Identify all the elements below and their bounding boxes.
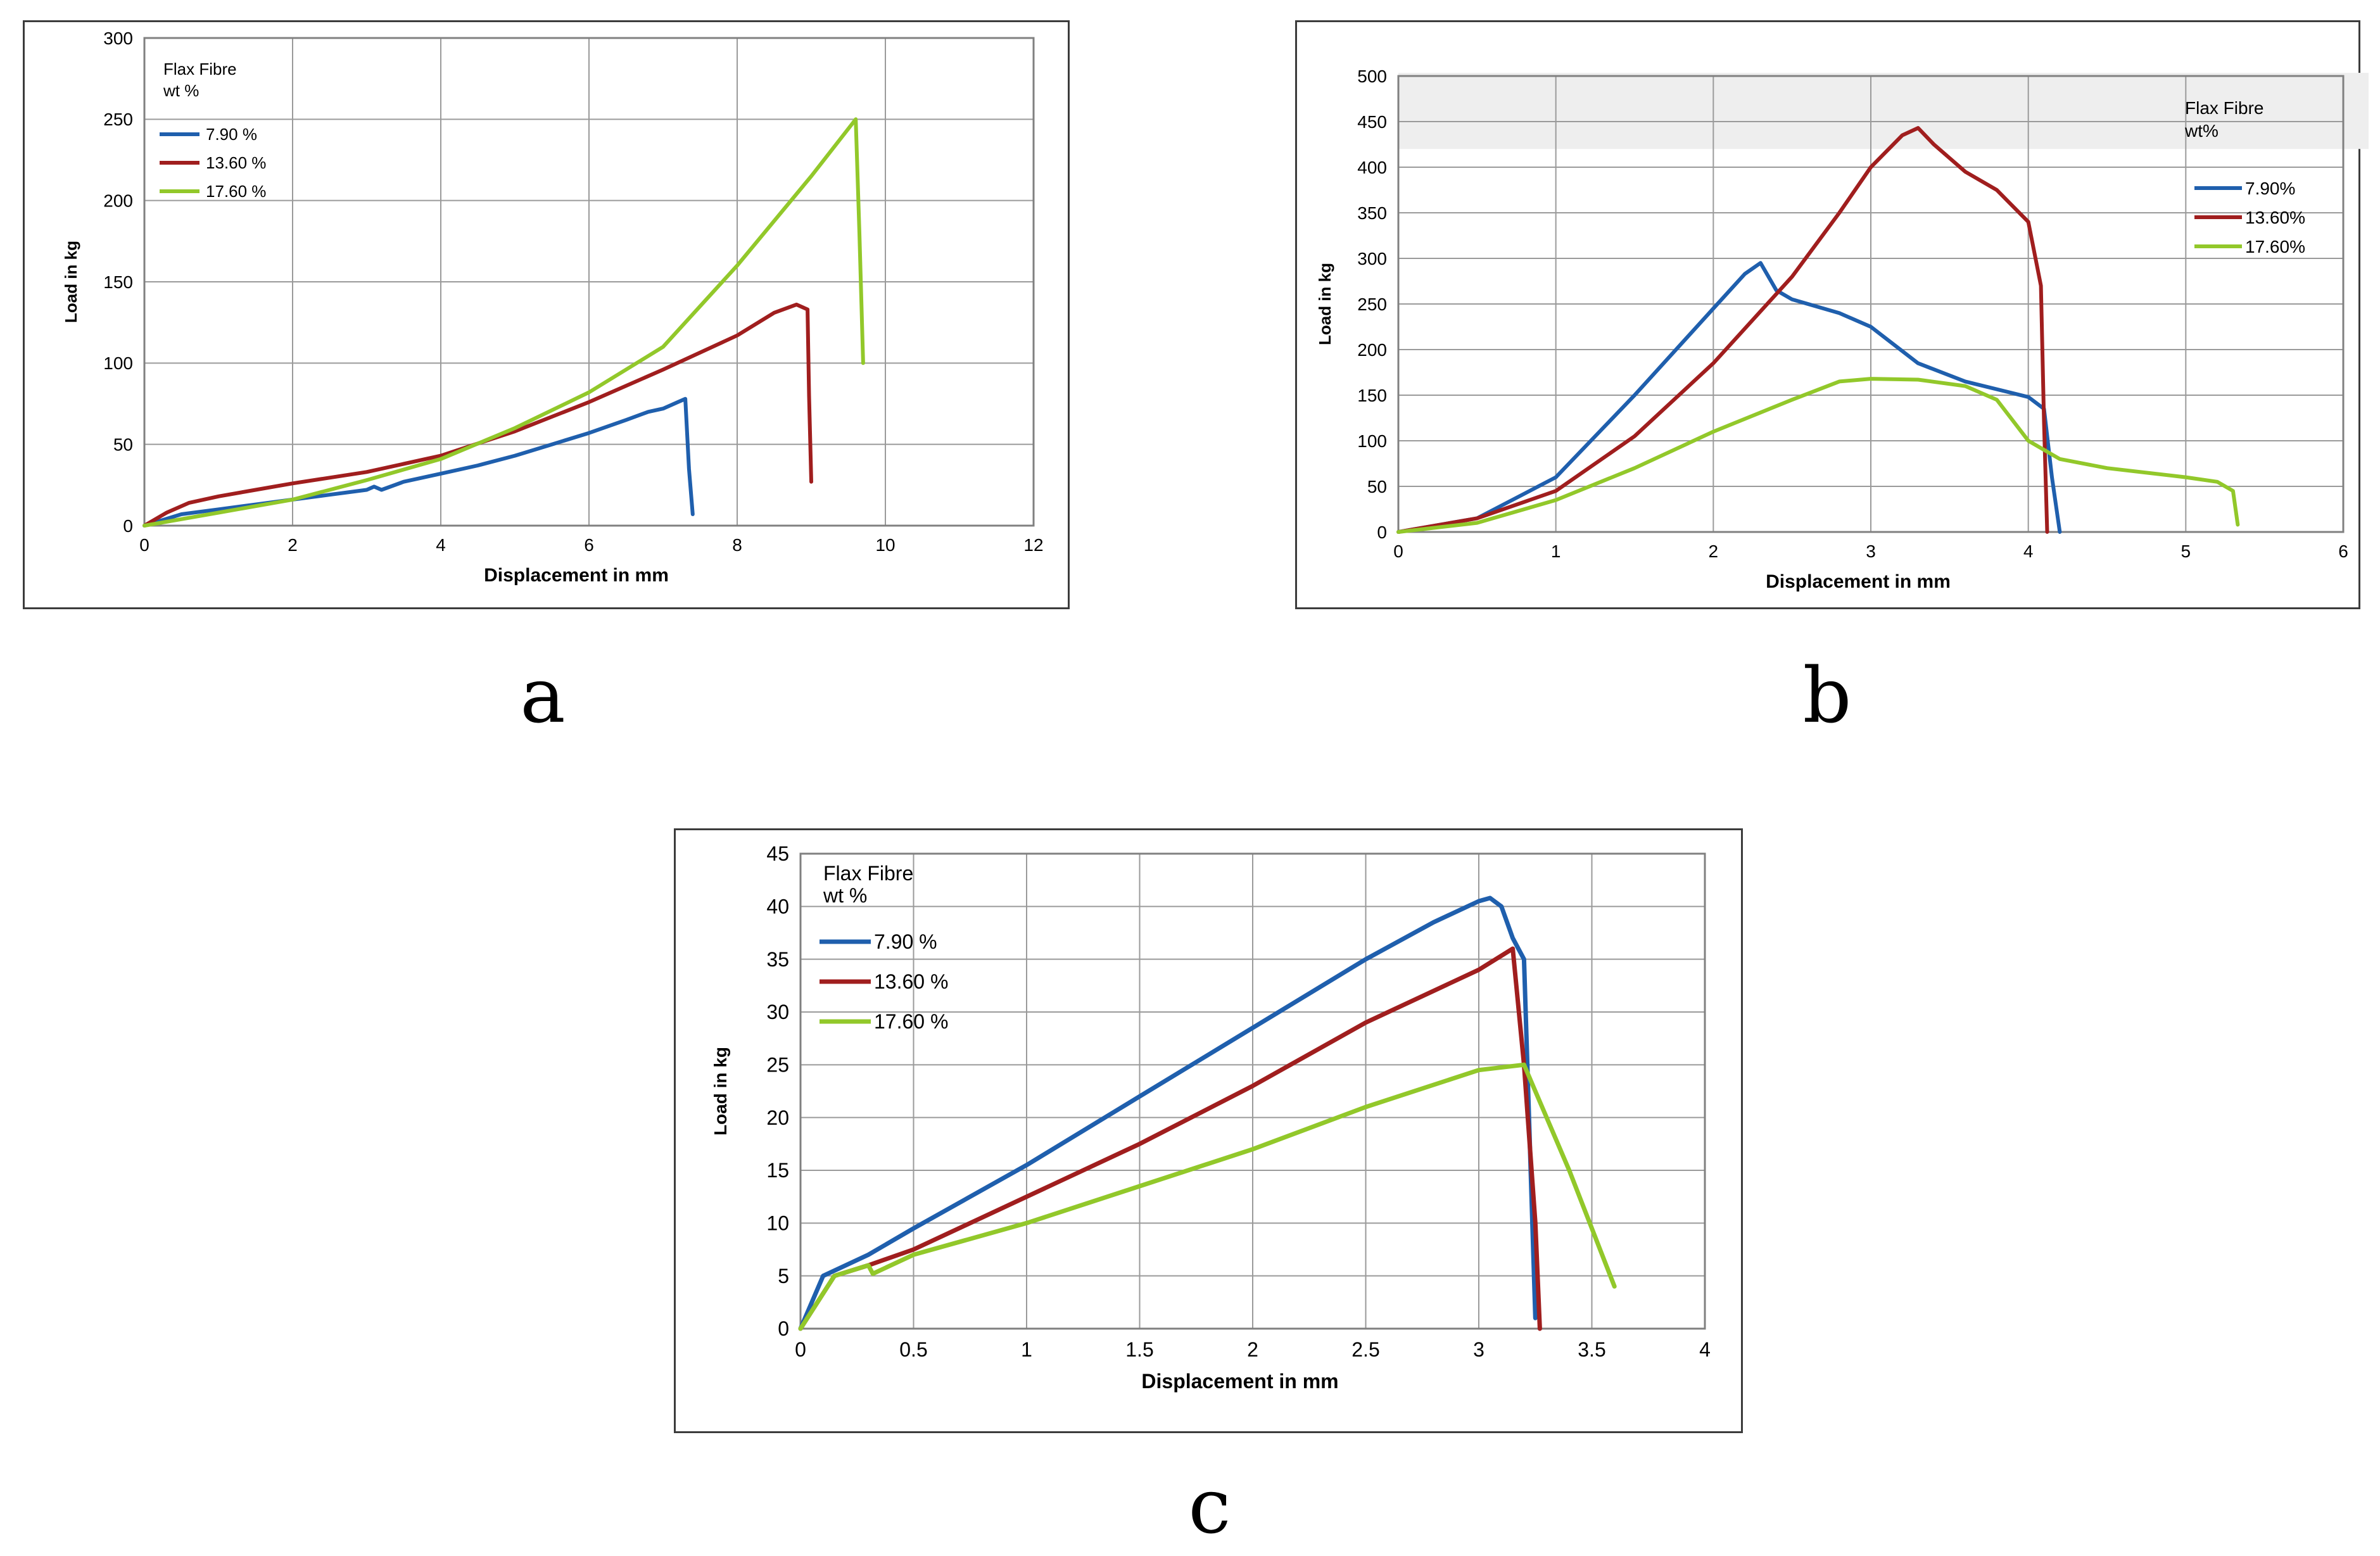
chart-a-legend-title: wt % (163, 81, 199, 100)
chart-a-legend-label: 13.60 % (206, 153, 266, 172)
chart-a-x-axis-title: Displacement in mm (484, 565, 669, 586)
chart-b-y-tick-label: 200 (1357, 340, 1387, 360)
chart-c-x-tick-label: 1.5 (1125, 1338, 1153, 1361)
panel-label-c: c (1188, 1463, 1231, 1551)
chart-c-x-tick-label: 0.5 (899, 1338, 927, 1361)
chart-b-legend-label: 7.90% (2245, 179, 2295, 198)
chart-c-x-tick-label: 2 (1247, 1338, 1258, 1361)
chart-c-series-1760-line (798, 1062, 1617, 1331)
chart-c-x-tick-label: 1 (1021, 1338, 1032, 1361)
chart-b-x-axis-title: Displacement in mm (1766, 571, 1951, 592)
chart-a-y-axis-title: Load in kg (61, 241, 80, 323)
chart-a-series-1360-line (142, 302, 813, 528)
chart-c-y-axis-title: Load in kg (711, 1047, 730, 1135)
chart-b-y-tick-label: 350 (1357, 203, 1387, 223)
chart-a-legend-label: 7.90 % (206, 125, 257, 144)
chart-a-x-tick-label: 12 (1023, 535, 1043, 555)
chart-c-y-tick-label: 35 (766, 948, 789, 971)
chart-c-y-tick-label: 10 (766, 1212, 789, 1235)
chart-b-x-tick-label: 4 (2023, 541, 2034, 561)
chart-b-legend-title: wt% (2184, 121, 2219, 141)
chart-c-y-tick-label: 25 (766, 1054, 789, 1077)
chart-c-legend-title: Flax Fibre (823, 862, 913, 885)
chart-b-x-tick-label: 2 (1709, 541, 1719, 561)
chart-b-series-1760-line (1396, 377, 2240, 534)
chart-c-x-tick-label: 0 (795, 1338, 806, 1361)
chart-a-y-tick-label: 100 (103, 353, 133, 373)
chart-c-legend-label: 17.60 % (874, 1010, 948, 1033)
chart-b-header-band (1398, 73, 2369, 149)
chart-b-x-tick-label: 1 (1551, 541, 1561, 561)
chart-b-y-tick-label: 50 (1367, 477, 1387, 497)
chart-c-y-tick-label: 40 (766, 895, 789, 918)
chart-c-series-790-line (798, 895, 1538, 1331)
chart-a-x-tick-label: 6 (584, 535, 594, 555)
chart-b-y-tick-label: 100 (1357, 431, 1387, 451)
chart-c-x-tick-label: 3 (1473, 1338, 1484, 1361)
chart-c-legend-label: 7.90 % (874, 930, 937, 953)
chart-a-x-tick-label: 8 (732, 535, 742, 555)
chart-b-series-790-line (1396, 261, 2062, 534)
chart-a-y-tick-label: 200 (103, 191, 133, 210)
chart-b-y-tick-label: 400 (1357, 158, 1387, 177)
chart-b-y-tick-label: 0 (1377, 522, 1387, 542)
chart-c-plot-area (799, 852, 1706, 1330)
chart-b-x-tick-label: 3 (1866, 541, 1876, 561)
chart-a-y-tick-label: 50 (113, 434, 133, 454)
chart-c-x-tick-label: 3.5 (1578, 1338, 1605, 1361)
chart-b-y-tick-label: 500 (1357, 66, 1387, 86)
chart-b-y-tick-label: 250 (1357, 294, 1387, 314)
chart-b-plot-area (1397, 75, 2345, 533)
chart-c-y-tick-label: 0 (778, 1317, 789, 1340)
chart-a-legend-title: Flax Fibre (163, 60, 237, 79)
chart-c-y-tick-label: 45 (766, 842, 789, 865)
chart-a-y-tick-label: 0 (123, 516, 133, 536)
chart-b-y-tick-label: 450 (1357, 112, 1387, 132)
chart-a-y-tick-label: 250 (103, 110, 133, 129)
chart-b-x-tick-label: 5 (2181, 541, 2191, 561)
chart-c-y-tick-label: 30 (766, 1001, 789, 1023)
chart-a-plot-area (143, 37, 1035, 527)
chart-c-legend-title: wt % (823, 884, 867, 907)
panel-label-b: b (1802, 652, 1852, 740)
chart-b-series-1360-line (1396, 126, 2049, 534)
chart-b-legend-label: 17.60% (2245, 237, 2305, 256)
chart-c-x-tick-label: 2.5 (1351, 1338, 1379, 1361)
chart-a-y-tick-label: 150 (103, 272, 133, 292)
chart-b-legend-title: Flax Fibre (2185, 98, 2263, 118)
chart-c-legend-label: 13.60 % (874, 970, 948, 993)
chart-b-y-axis-title: Load in kg (1315, 263, 1334, 345)
chart-c-y-tick-label: 5 (778, 1265, 789, 1287)
chart-a-y-tick-label: 300 (103, 28, 133, 48)
chart-a-x-tick-label: 10 (875, 535, 895, 555)
chart-c-x-tick-label: 4 (1699, 1338, 1711, 1361)
chart-a-series-1760-line (142, 117, 865, 528)
chart-a-x-tick-label: 4 (436, 535, 446, 555)
chart-b-y-tick-label: 150 (1357, 386, 1387, 405)
chart-c-series-1360-line (798, 946, 1542, 1331)
chart-a-x-tick-label: 2 (288, 535, 298, 555)
chart-b-x-tick-label: 0 (1393, 541, 1403, 561)
chart-c-y-tick-label: 15 (766, 1159, 789, 1182)
chart-panel-c-frame (674, 828, 1743, 1433)
chart-b-y-tick-label: 300 (1357, 249, 1387, 269)
panel-label-a: a (520, 652, 566, 740)
chart-c-y-tick-label: 20 (766, 1106, 789, 1129)
chart-b-x-tick-label: 6 (2338, 541, 2348, 561)
chart-a-legend-label: 17.60 % (206, 182, 266, 201)
chart-c-x-axis-title: Displacement in mm (1141, 1370, 1338, 1393)
chart-b-legend-label: 13.60% (2245, 208, 2305, 227)
chart-a-x-tick-label: 0 (139, 535, 149, 555)
